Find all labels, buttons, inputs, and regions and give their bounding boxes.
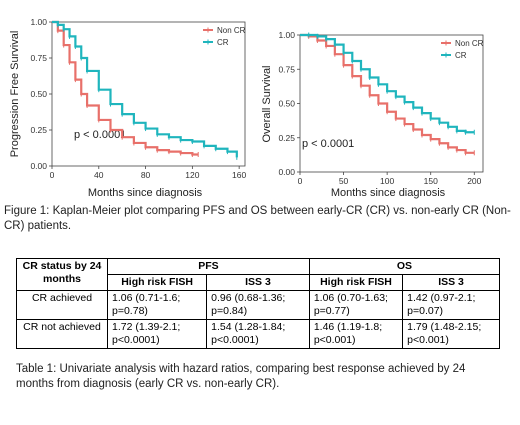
table-cell: 1.42 (0.97-2.1; p=0.07): [402, 290, 500, 320]
table-row: CR achieved 1.06 (0.71-1.6; p=0.78) 0.96…: [16, 290, 500, 320]
y-tick-label: 0.00: [30, 161, 47, 171]
pfs-kaplan-meier-chart: Progression Free Survival Months since d…: [9, 17, 247, 199]
legend-label: Non CR: [455, 39, 484, 48]
x-tick-label: 200: [467, 176, 481, 186]
table-cell: 1.06 (0.70-1.63; p=0.77): [308, 290, 404, 320]
table-cell: 0.96 (0.68-1.36; p=0.84): [206, 290, 310, 320]
corner-header: CR status by 24 months: [16, 258, 108, 291]
x-tick-label: 0: [50, 170, 55, 180]
x-tick-label: 160: [232, 170, 246, 180]
legend-label: CR: [217, 38, 229, 47]
x-axis-label: Months since diagnosis: [331, 187, 446, 199]
series-line-cr: [300, 33, 475, 134]
x-tick-label: 150: [424, 176, 438, 186]
legend-label: Non CR: [217, 26, 246, 35]
x-tick-label: 100: [380, 176, 394, 186]
p-value-annotation: p < 0.0001: [302, 138, 354, 150]
group-header-os: OS: [308, 258, 501, 275]
figure-caption: Figure 1: Kaplan-Meier plot comparing PF…: [4, 205, 511, 232]
p-value-annotation: p < 0.0001: [74, 129, 126, 141]
x-tick-label: 80: [141, 170, 151, 180]
table-cell: 1.79 (1.48-2.15; p<0.001): [402, 319, 500, 349]
y-tick-label: 0.50: [278, 99, 295, 109]
y-tick-label: 0.25: [30, 125, 47, 135]
subheader: ISS 3: [402, 274, 500, 291]
table-cell: 1.46 (1.19-1.8; p<0.001): [308, 319, 404, 349]
row-label: CR not achieved: [16, 319, 108, 349]
y-tick-label: 0.50: [30, 89, 47, 99]
table-cell: 1.54 (1.28-1.84; p<0.0001): [206, 319, 310, 349]
subheader: High risk FISH: [106, 274, 208, 291]
table-cell: 1.72 (1.39-2.1; p<0.0001): [106, 319, 208, 349]
x-tick-label: 0: [298, 176, 303, 186]
y-axis-label: Progression Free Survival: [9, 31, 21, 158]
legend-label: CR: [455, 51, 467, 60]
y-tick-label: 0.00: [278, 167, 295, 177]
series-line-non-cr: [300, 33, 475, 154]
results-table: CR status by 24 months PFS OS High risk …: [16, 258, 501, 349]
x-tick-label: 40: [94, 170, 104, 180]
x-tick-label: 50: [339, 176, 349, 186]
y-tick-label: 0.25: [278, 133, 295, 143]
y-axis-label: Overall Survival: [261, 65, 273, 142]
y-tick-label: 0.75: [30, 53, 47, 63]
subheader: High risk FISH: [308, 274, 404, 291]
x-tick-label: 120: [185, 170, 199, 180]
y-tick-label: 1.00: [30, 17, 47, 27]
table-row: CR not achieved 1.72 (1.39-2.1; p<0.0001…: [16, 319, 500, 349]
table-caption: Table 1: Univariate analysis with hazard…: [16, 363, 466, 390]
x-axis-label: Months since diagnosis: [88, 187, 203, 199]
table-cell: 1.06 (0.71-1.6; p=0.78): [106, 290, 208, 320]
subheader: ISS 3: [206, 274, 310, 291]
y-tick-label: 1.00: [278, 30, 295, 40]
row-label: CR achieved: [16, 290, 108, 320]
group-header-pfs: PFS: [107, 258, 310, 275]
os-kaplan-meier-chart: Overall Survival Months since diagnosis …: [261, 30, 484, 199]
y-tick-label: 0.75: [278, 64, 295, 74]
